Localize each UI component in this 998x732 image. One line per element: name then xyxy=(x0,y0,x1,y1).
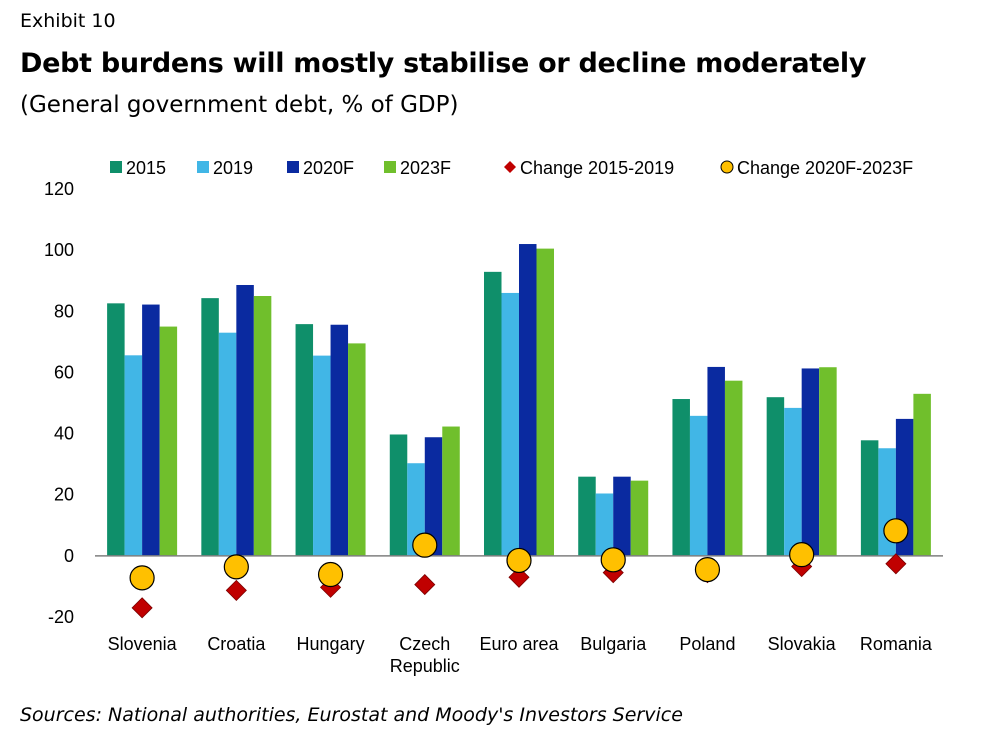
legend-swatch xyxy=(287,161,299,173)
legend-item-2020f: 2020F xyxy=(287,158,354,178)
legend-item-2019: 2019 xyxy=(197,158,253,178)
legend-circle xyxy=(720,160,734,174)
bar-2019-croatia xyxy=(218,332,237,556)
bar-2023f-slovenia xyxy=(159,326,178,556)
bars-group xyxy=(107,244,931,556)
marker-change-2020f-2023f-czech-republic xyxy=(412,532,438,558)
bar-2020f-hungary xyxy=(330,324,349,556)
bar-2015-croatia xyxy=(201,298,219,556)
marker-change-2015-2019-czech-republic xyxy=(414,574,436,596)
marker-change-2020f-2023f-slovenia xyxy=(129,565,155,591)
y-tick-label: 60 xyxy=(54,362,74,382)
bar-2015-czech-republic xyxy=(389,434,408,556)
legend-label: 2015 xyxy=(126,158,166,178)
bar-2020f-euro-area xyxy=(519,244,537,556)
x-category-label-poland: Poland xyxy=(679,634,735,654)
y-tick-label: 120 xyxy=(44,179,74,199)
y-tick-label: 20 xyxy=(54,485,74,505)
bar-2019-hungary xyxy=(313,355,331,556)
bar-2015-poland xyxy=(672,399,690,556)
bar-2019-bulgaria xyxy=(595,493,614,556)
legend-label: 2019 xyxy=(213,158,253,178)
bar-2019-slovenia xyxy=(124,355,143,556)
marker-change-2020f-2023f-euro-area xyxy=(506,547,532,574)
marker-change-2015-2019-romania xyxy=(885,553,907,575)
bar-2019-poland xyxy=(689,415,708,556)
legend-item-2023f: 2023F xyxy=(384,158,451,178)
legend-item-change-2020f-2023f: Change 2020F-2023F xyxy=(720,158,913,178)
markers-group xyxy=(129,518,909,619)
y-tick-label: 0 xyxy=(64,546,74,566)
x-category-label-croatia: Croatia xyxy=(207,634,266,654)
marker-change-2020f-2023f-poland xyxy=(694,557,721,583)
marker-change-2015-2019-euro-area xyxy=(508,566,530,588)
bar-2023f-czech-republic xyxy=(442,426,460,556)
bar-2020f-croatia xyxy=(236,284,254,556)
exhibit-label: Exhibit 10 xyxy=(20,10,116,32)
source-note: Sources: National authorities, Eurostat … xyxy=(20,704,683,726)
bar-2023f-croatia xyxy=(253,296,272,556)
bar-2020f-poland xyxy=(707,366,725,556)
legend-label: Change 2020F-2023F xyxy=(737,158,913,178)
bar-2020f-slovakia xyxy=(801,368,820,556)
bar-2020f-slovenia xyxy=(142,304,160,556)
x-axis: Slovenia Croatia Hungary Czech Republic Euro … xyxy=(108,634,933,676)
bar-2023f-euro-area xyxy=(536,248,554,556)
marker-change-2020f-2023f-hungary xyxy=(317,561,344,588)
bar-2015-slovenia xyxy=(107,303,125,556)
bar-2019-euro-area xyxy=(501,292,519,556)
legend-label: 2023F xyxy=(400,158,451,178)
legend-swatch xyxy=(384,161,396,173)
bar-2023f-bulgaria xyxy=(630,480,649,556)
bar-2023f-slovakia xyxy=(819,367,837,556)
legend-swatch xyxy=(110,161,122,173)
marker-change-2015-2019-slovenia xyxy=(131,597,153,619)
x-category-label-hungary: Hungary xyxy=(297,634,365,654)
y-axis: -20 0 20 40 60 80 100 120 xyxy=(44,179,74,627)
legend-diamond xyxy=(504,161,516,173)
bar-2023f-poland xyxy=(724,380,743,556)
bar-2023f-romania xyxy=(913,393,931,556)
bar-2023f-hungary xyxy=(348,343,366,556)
y-tick-label: 40 xyxy=(54,424,74,444)
y-tick-label: 100 xyxy=(44,240,74,260)
marker-change-2020f-2023f-romania xyxy=(883,518,909,544)
chart-title: Debt burdens will mostly stabilise or de… xyxy=(20,48,867,79)
marker-change-2020f-2023f-croatia xyxy=(223,554,249,580)
legend-label: Change 2015-2019 xyxy=(520,158,674,178)
x-category-label-czech-republic: Czech Republic xyxy=(390,634,460,676)
x-category-label-slovenia: Slovenia xyxy=(108,634,178,654)
chart-legend: 2015 2019 2020F 2023F Change 2015-2019 Change… xyxy=(110,158,913,178)
chart-subtitle: (General government debt, % of GDP) xyxy=(20,92,459,118)
x-category-label-romania: Romania xyxy=(860,634,933,654)
marker-change-2020f-2023f-slovakia xyxy=(789,542,815,568)
bar-2015-euro-area xyxy=(484,271,502,556)
bar-2019-slovakia xyxy=(784,407,802,556)
y-tick-label: 80 xyxy=(54,301,74,321)
legend-item-2015: 2015 xyxy=(110,158,166,178)
bar-2015-slovakia xyxy=(766,397,785,556)
bar-2015-romania xyxy=(860,440,879,556)
legend-swatch xyxy=(197,161,209,173)
bar-2015-bulgaria xyxy=(578,476,596,556)
marker-change-2020f-2023f-bulgaria xyxy=(600,547,626,573)
bar-2020f-czech-republic xyxy=(424,437,443,556)
marker-change-2015-2019-croatia xyxy=(225,579,247,601)
bar-2019-czech-republic xyxy=(407,463,425,556)
x-category-label-euro-area: Euro area xyxy=(479,634,559,654)
bar-2015-hungary xyxy=(295,324,314,556)
x-category-label-slovakia: Slovakia xyxy=(768,634,837,654)
y-tick-label: -20 xyxy=(48,607,74,627)
bar-2020f-bulgaria xyxy=(613,476,631,556)
legend-label: 2020F xyxy=(303,158,354,178)
legend-item-change-2015-2019: Change 2015-2019 xyxy=(504,158,674,178)
x-category-label-bulgaria: Bulgaria xyxy=(580,634,647,654)
